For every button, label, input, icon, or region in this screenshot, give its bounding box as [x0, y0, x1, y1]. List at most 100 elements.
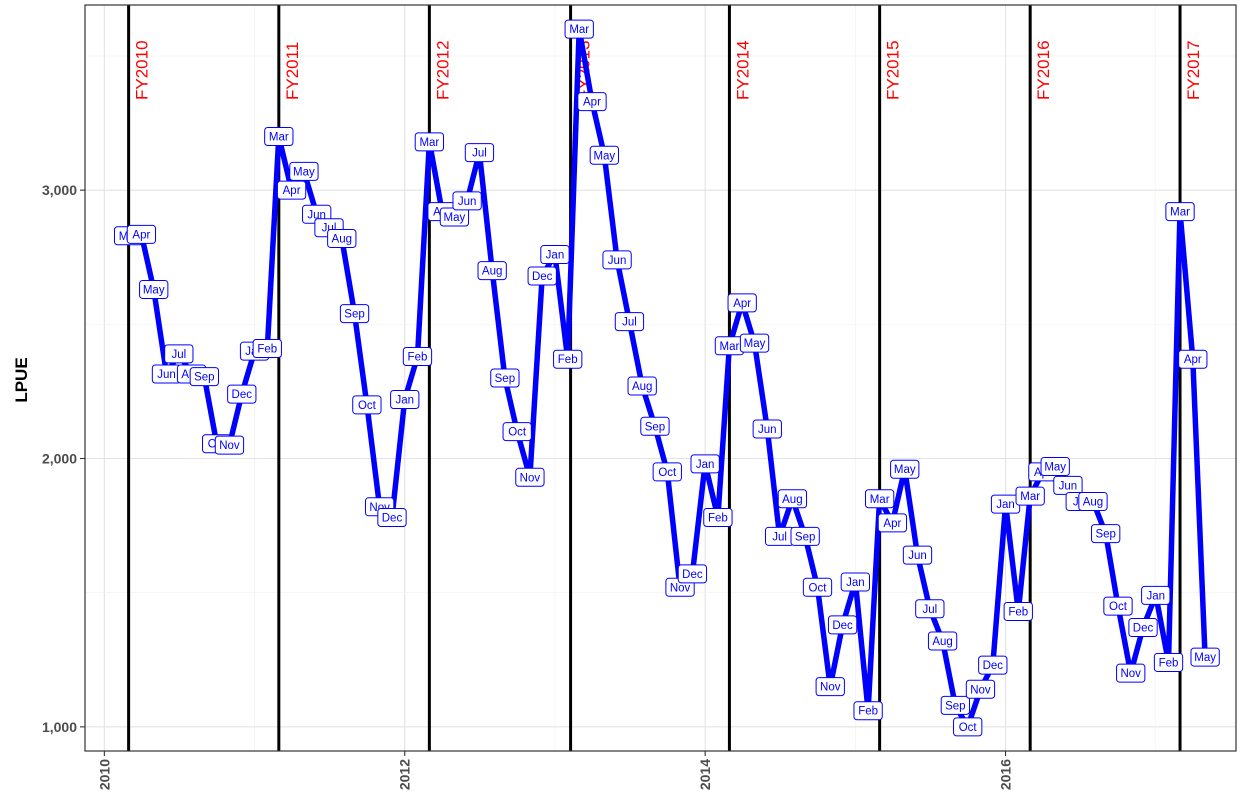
- point-label-text: Oct: [959, 722, 978, 734]
- point-label-box: [414, 132, 445, 152]
- point-label: Jan: [1141, 585, 1171, 605]
- point-label-text: Sep: [795, 531, 815, 543]
- point-label: Mar: [1165, 202, 1195, 222]
- point-label: Dec: [227, 384, 257, 404]
- point-label-box: [940, 695, 970, 715]
- fiscal-year-label: FY2015: [884, 40, 903, 100]
- y-tick-label: 3,000: [42, 182, 77, 198]
- point-label-text: Aug: [782, 494, 802, 506]
- point-label-box: [965, 679, 996, 699]
- point-label-text: Oct: [658, 467, 677, 479]
- point-label-text: May: [444, 212, 466, 224]
- point-label-text: Jun: [157, 369, 176, 381]
- point-label-box: [877, 513, 908, 533]
- point-label-box: [139, 279, 169, 299]
- point-label-text: Sep: [495, 373, 515, 385]
- point-label: Dec: [527, 266, 557, 286]
- point-label: Aug: [627, 376, 657, 396]
- point-label-box: [1003, 601, 1033, 621]
- point-label: Nov: [214, 435, 245, 455]
- point-label-text: Oct: [809, 582, 828, 594]
- point-label-box: [690, 454, 720, 474]
- point-label-box: [1040, 457, 1070, 477]
- point-label-text: May: [293, 166, 315, 178]
- point-label-box: [377, 508, 407, 528]
- point-label: Jun: [902, 545, 933, 565]
- point-label: Mar: [264, 126, 294, 146]
- point-label: Mar: [1015, 486, 1045, 506]
- point-label: Mar: [414, 132, 445, 152]
- point-label: Feb: [853, 701, 883, 721]
- point-label-text: Mar: [870, 494, 890, 506]
- point-label: Jul: [164, 344, 194, 364]
- point-label-box: [452, 191, 482, 211]
- point-label: Jan: [840, 572, 871, 592]
- point-label-text: Sep: [645, 421, 665, 433]
- point-label-box: [1153, 652, 1184, 672]
- point-label: Sep: [790, 526, 820, 546]
- y-axis-title: LPUE: [12, 357, 31, 402]
- point-label: Oct: [953, 717, 983, 737]
- point-label-text: Dec: [832, 620, 853, 632]
- point-label-text: May: [143, 284, 165, 296]
- point-label: Apr: [727, 293, 757, 313]
- point-label: Jan: [990, 494, 1021, 514]
- point-label-text: Mar: [569, 24, 589, 36]
- point-label: Jul: [764, 526, 795, 546]
- point-label-text: May: [1044, 462, 1066, 474]
- point-label: May: [1040, 457, 1070, 477]
- fiscal-year-label: FY2016: [1034, 40, 1053, 100]
- point-label: Feb: [252, 338, 282, 358]
- point-label: Dec: [1128, 618, 1158, 638]
- point-label-box: [703, 508, 733, 528]
- point-label-box: [602, 250, 632, 270]
- point-label-text: Nov: [520, 472, 541, 484]
- point-label-text: Aug: [332, 233, 352, 245]
- point-label: Apr: [877, 513, 908, 533]
- point-label-text: May: [593, 150, 615, 162]
- point-label-box: [1091, 524, 1121, 544]
- point-label-text: Jun: [458, 196, 477, 208]
- point-label-text: Mar: [1170, 207, 1190, 219]
- point-label-text: Aug: [482, 266, 502, 278]
- point-label-box: [864, 489, 895, 509]
- point-label: Oct: [1103, 596, 1133, 616]
- point-label-text: Jun: [1059, 480, 1078, 492]
- point-label: Jan: [690, 454, 720, 474]
- x-tick-label: 2014: [697, 759, 713, 790]
- point-label: Jun: [1053, 475, 1083, 495]
- point-label: Jul: [915, 599, 945, 619]
- point-label-box: [802, 577, 833, 597]
- panel-border: [84, 4, 1237, 752]
- point-label-box: [477, 261, 507, 281]
- point-label-text: Jun: [908, 550, 927, 562]
- point-label: Feb: [553, 349, 583, 369]
- point-label: Sep: [189, 367, 219, 387]
- point-label-box: [553, 349, 583, 369]
- point-label-box: [527, 266, 557, 286]
- point-label: Dec: [377, 508, 407, 528]
- point-label: Apr: [126, 224, 157, 244]
- point-label: Oct: [652, 462, 682, 482]
- point-label-box: [464, 143, 495, 163]
- point-label-text: Oct: [508, 427, 527, 439]
- point-label-box: [402, 347, 433, 367]
- point-label: Jan: [540, 245, 570, 265]
- point-label-box: [915, 599, 945, 619]
- point-label: Sep: [339, 304, 370, 324]
- point-label-text: Jul: [772, 531, 787, 543]
- point-label-text: Nov: [970, 684, 991, 696]
- point-label-box: [502, 422, 532, 442]
- point-label-box: [540, 245, 570, 265]
- point-label-text: Jun: [758, 424, 777, 436]
- point-label-text: Jul: [622, 317, 637, 329]
- point-label: Dec: [978, 655, 1008, 675]
- point-label-text: Jan: [696, 459, 715, 471]
- point-label-text: Sep: [1095, 529, 1115, 541]
- point-label: Oct: [802, 577, 833, 597]
- point-label-box: [327, 228, 357, 248]
- point-label-text: Mar: [720, 341, 740, 353]
- point-label-box: [577, 92, 607, 112]
- point-label: Jun: [752, 419, 782, 439]
